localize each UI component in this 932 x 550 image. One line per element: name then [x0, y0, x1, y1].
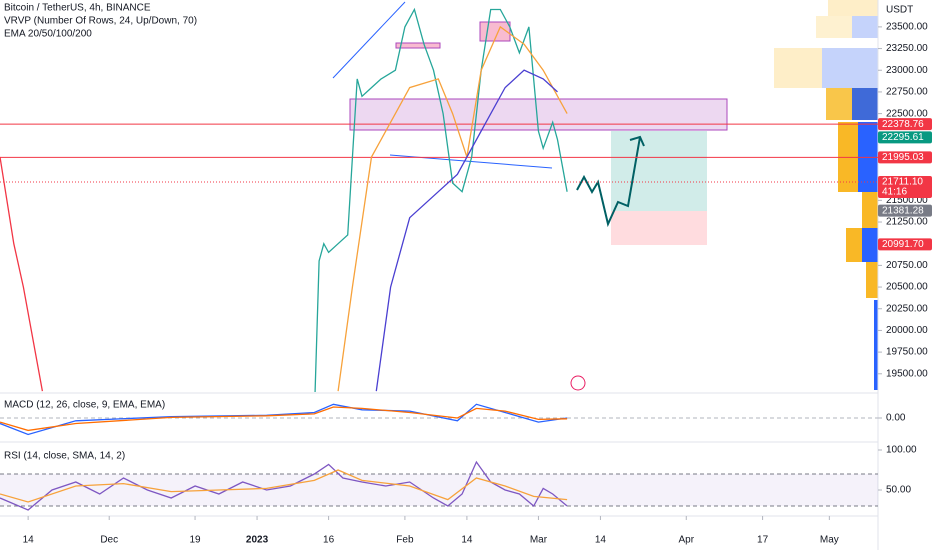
series-line: [0, 469, 568, 503]
y-tick-label: 22500.00: [886, 108, 928, 119]
y-tick-label: 22750.00: [886, 87, 928, 98]
zone: [395, 42, 441, 49]
vp-bar: [874, 300, 878, 390]
series-line: [0, 156, 44, 392]
x-tick-label: 17: [757, 535, 769, 546]
x-tick-label: Apr: [678, 535, 694, 546]
stop-box: [611, 211, 707, 245]
y-tick-label: 20500.00: [886, 282, 928, 293]
x-tick-label: Dec: [100, 535, 118, 546]
macd-title: MACD (12, 26, close, 9, EMA, EMA): [4, 400, 165, 411]
vp-bar: [822, 48, 878, 88]
countdown: 41:16: [882, 187, 907, 198]
target-box: [611, 131, 707, 211]
y-tick-label: 23000.00: [886, 65, 928, 76]
plot: 14 Dec 19 2023 16 Feb 14 Mar 14 Apr 17 May 23500.00 2…: [0, 7, 932, 546]
price-tag-label: 21381.28: [882, 205, 924, 216]
symbol-title: Bitcoin / TetherUS, 4h, BINANCE: [4, 3, 151, 14]
y-tick-label: 20000.00: [886, 325, 928, 336]
vp-bar: [846, 228, 862, 262]
projection-arrow: [576, 136, 641, 228]
y-tick-label: 50.00: [886, 485, 911, 496]
vp-bar: [828, 0, 878, 16]
y-tick-label: 20250.00: [886, 303, 928, 314]
x-tick-label: 14: [23, 535, 35, 546]
price-tag-label: 22295.61: [882, 132, 924, 143]
series-line: [375, 69, 558, 392]
trendline: [332, 1, 406, 79]
x-tick-label: Feb: [396, 535, 414, 546]
price-tag-label: 22378.76: [882, 119, 924, 130]
y-tick-label: 0.00: [886, 413, 906, 424]
y-tick-label: 19750.00: [886, 347, 928, 358]
supply-zone: [349, 98, 728, 131]
vp-bar: [852, 88, 878, 120]
event-icon: [570, 375, 586, 391]
price-tag: [878, 176, 932, 199]
price-tag: [878, 204, 932, 217]
x-tick-label: Mar: [530, 535, 548, 546]
y-tick-label: 19500.00: [886, 368, 928, 379]
x-tick-label: May: [820, 535, 839, 546]
x-tick-label: 16: [323, 535, 335, 546]
x-tick-label: 14: [461, 535, 473, 546]
rsi-title: RSI (14, close, SMA, 14, 2): [4, 451, 125, 462]
indicator-label: VRVP (Number Of Rows, 24, Up/Down, 70): [4, 16, 197, 27]
vp-bar: [862, 228, 878, 262]
x-tick-label: 2023: [246, 535, 269, 546]
legend-bg: [0, 2, 220, 42]
y-tick-label: 21500.00: [886, 195, 928, 206]
price-tag-label: 21711.10: [882, 177, 923, 188]
vp-bar: [852, 16, 878, 38]
y-tick-label: 100.00: [886, 445, 917, 456]
price-tag: [878, 131, 932, 144]
y-tick-label: 20750.00: [886, 260, 928, 271]
price-tag: [878, 238, 932, 251]
y-tick-label: 23500.00: [886, 22, 928, 33]
y-tick-label: 23250.00: [886, 43, 928, 54]
y-tick-label: 21250.00: [886, 217, 928, 228]
x-tick-label: 14: [595, 535, 607, 546]
vp-bar: [826, 88, 852, 120]
arrow-head: [629, 135, 645, 147]
price-tag-label: 20991.70: [882, 239, 924, 250]
x-tick-label: 19: [189, 535, 201, 546]
series-line: [0, 406, 568, 432]
price-tag-label: 21995.03: [882, 152, 924, 163]
currency-label: USDT: [886, 5, 913, 16]
series-line: [337, 25, 568, 392]
series-line: [314, 7, 568, 392]
indicator-label: EMA 20/50/100/200: [4, 29, 92, 40]
vp-bar: [866, 262, 878, 298]
price-tag: [878, 151, 932, 164]
price-tag: [878, 118, 932, 131]
vp-bar: [862, 192, 878, 232]
